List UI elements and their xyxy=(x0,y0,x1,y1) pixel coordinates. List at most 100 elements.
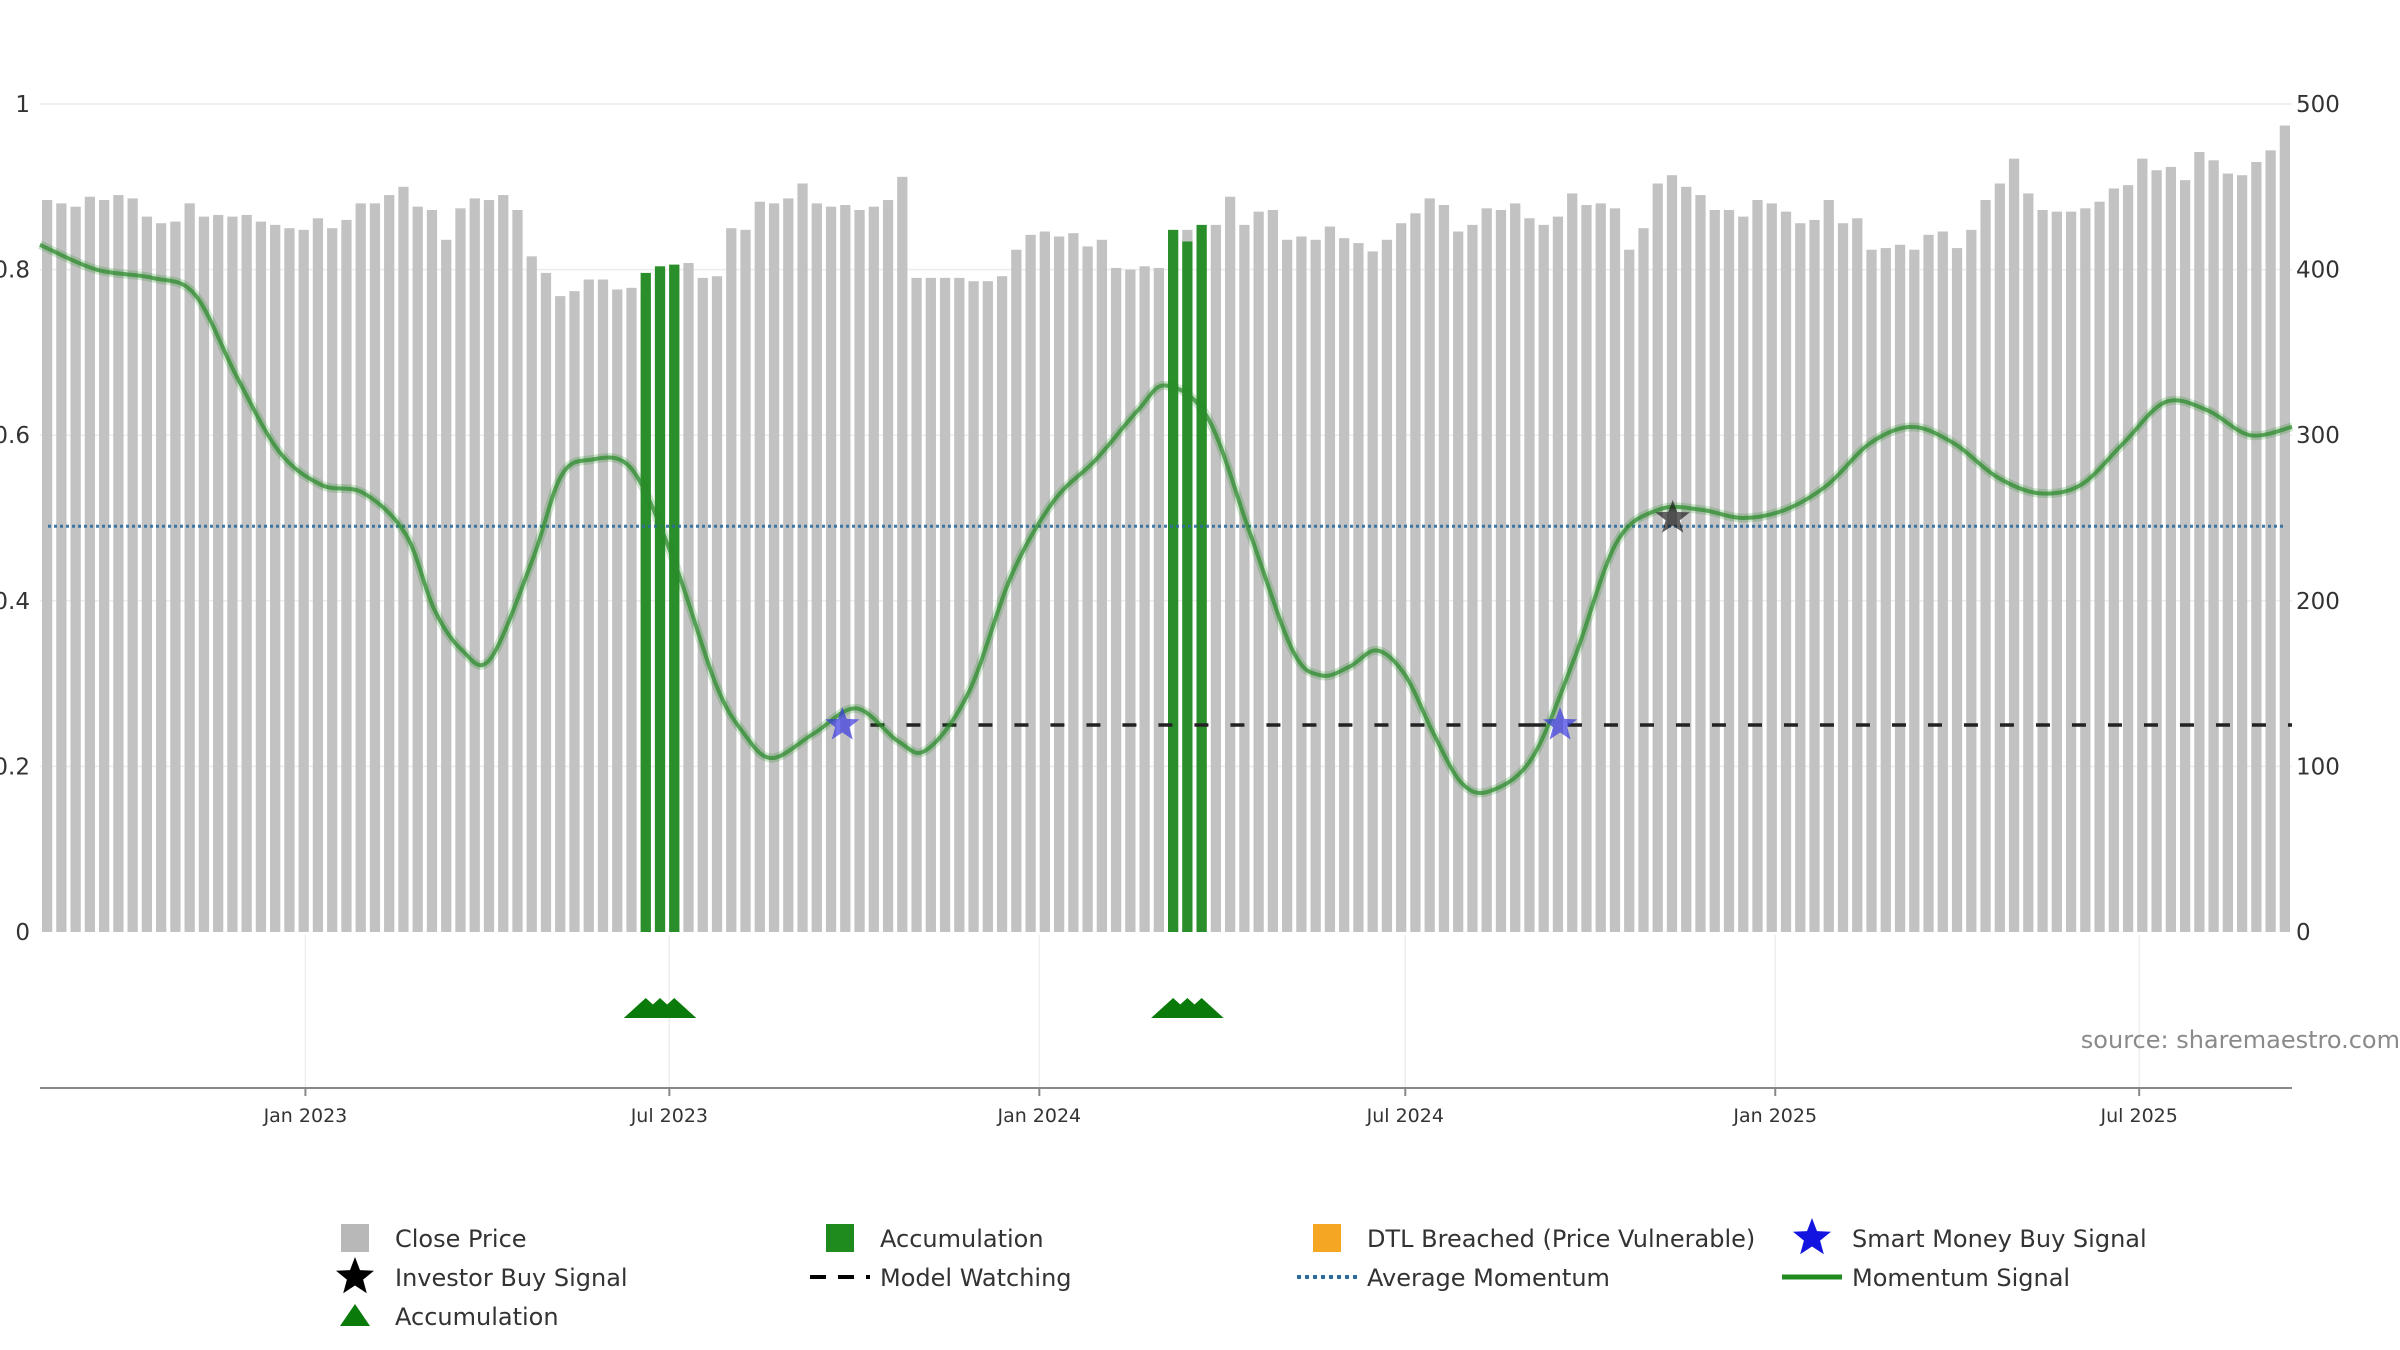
right-tick-label: 300 xyxy=(2296,423,2340,449)
close-price-bar xyxy=(1110,267,1122,933)
accumulation-bars xyxy=(640,224,1207,933)
accumulation-bar xyxy=(1182,241,1193,932)
close-price-bar xyxy=(284,228,295,932)
close-price-bar xyxy=(1210,224,1222,932)
close-price-bar xyxy=(41,200,53,933)
close-price-bar xyxy=(740,229,751,932)
right-tick-label: 200 xyxy=(2296,589,2340,615)
close-price-bar xyxy=(1581,205,1592,933)
close-price-bar xyxy=(868,206,879,932)
close-price-bar xyxy=(2008,158,2020,932)
close-price-bar xyxy=(1225,196,1236,933)
close-price-bar xyxy=(56,203,67,933)
close-price-bar xyxy=(2222,173,2233,932)
close-price-bar xyxy=(99,200,110,933)
close-price-bar xyxy=(1994,183,2005,932)
close-price-bar xyxy=(2279,125,2291,932)
close-price-bar xyxy=(1025,234,1036,933)
close-price-bar xyxy=(925,277,936,932)
investor-buy-signal xyxy=(1655,500,1690,533)
investor-swatch xyxy=(336,1257,374,1294)
close-price-bar xyxy=(170,221,181,933)
close-price-bar xyxy=(384,195,395,932)
close-price-bar xyxy=(298,229,309,932)
close-price-bar xyxy=(1082,246,1093,932)
close-price-bar xyxy=(597,279,609,932)
close-price-bar xyxy=(2094,201,2105,933)
close-price-bar xyxy=(1723,209,1735,932)
close-price-bar xyxy=(1666,175,1678,932)
close-price-bar xyxy=(156,223,167,932)
close-price-bar xyxy=(1453,231,1464,933)
close-price-bar xyxy=(825,206,837,932)
close-price-bar xyxy=(726,228,737,932)
close-price-bar xyxy=(783,198,794,933)
close-price-bar xyxy=(141,216,153,932)
close-price-bar xyxy=(227,216,238,932)
close-price-bar xyxy=(1809,219,1820,933)
reference-lines xyxy=(48,524,2292,727)
legend-item-dtl: DTL Breached (Price Vulnerable) xyxy=(1313,1224,1755,1253)
close-price-bar xyxy=(1510,203,1521,933)
close-price-bar xyxy=(1410,213,1421,932)
right-tick-label: 500 xyxy=(2296,92,2340,118)
legend-label: DTL Breached (Price Vulnerable) xyxy=(1367,1225,1755,1253)
smart_money-swatch xyxy=(1793,1218,1831,1255)
x-tick-label: Jul 2024 xyxy=(1366,1105,1444,1127)
legend-item-close_price: Close Price xyxy=(341,1224,527,1253)
close-price-bar xyxy=(1353,243,1364,932)
dtl-swatch xyxy=(1313,1224,1341,1252)
close-price-bar xyxy=(711,276,723,932)
right-tick-label: 0 xyxy=(2296,920,2311,946)
close-price-bar xyxy=(897,176,908,932)
close-price-bar xyxy=(1951,248,1963,932)
close_price-swatch xyxy=(341,1224,369,1252)
close-price-bar xyxy=(911,277,922,932)
close-price-bar xyxy=(2023,193,2034,932)
close-price-bar xyxy=(1609,208,1621,932)
close-price-bar xyxy=(2165,166,2176,933)
source-text: source: sharemaestro.com xyxy=(2081,1026,2400,1054)
close-price-bar xyxy=(255,221,267,933)
close-price-bar xyxy=(483,200,495,933)
close-price-bar xyxy=(270,224,281,932)
close-price-bar xyxy=(113,195,124,932)
right-tick-label: 400 xyxy=(2296,258,2340,284)
close-price-bar xyxy=(1937,231,1948,933)
close-price-bar xyxy=(2080,208,2091,932)
x-tick-label: Jan 2025 xyxy=(1732,1105,1817,1127)
accum_marker-swatch xyxy=(340,1304,370,1326)
close-price-bar xyxy=(213,214,224,932)
close-price-bar xyxy=(811,203,822,933)
close-price-bar xyxy=(939,277,951,932)
legend-item-investor: Investor Buy Signal xyxy=(336,1257,628,1294)
close-price-bar xyxy=(1125,269,1136,933)
close-price-bar xyxy=(1837,223,1849,932)
close-price-bar xyxy=(768,203,780,933)
right-tick-label: 100 xyxy=(2296,754,2340,780)
close-price-bar xyxy=(1139,266,1150,933)
close-price-bar xyxy=(1652,183,1663,932)
left-tick-label: 1 xyxy=(15,92,30,118)
legend-label: Smart Money Buy Signal xyxy=(1852,1225,2147,1253)
accumulation-bar xyxy=(669,264,680,933)
close-price-bar xyxy=(583,279,594,932)
close-price-bar xyxy=(1068,233,1079,933)
close-price-bar xyxy=(2037,209,2048,932)
close-price-bar xyxy=(1638,228,1649,932)
close-price-bar xyxy=(569,291,580,932)
left-axis: 0 0.2 0.4 0.6 0.8 1 xyxy=(0,92,30,946)
close-price-bar xyxy=(1538,224,1549,932)
legend: Close Price Accumulation DTL Breached (Pri… xyxy=(336,1218,2147,1331)
close-price-bar xyxy=(426,209,438,932)
accumulation-bar xyxy=(1167,229,1179,932)
close-price-bar xyxy=(70,206,81,932)
close-price-bar xyxy=(555,296,566,932)
close-price-bar xyxy=(1339,238,1350,933)
close-price-bar xyxy=(1766,203,1777,933)
legend-label: Accumulation xyxy=(395,1303,559,1331)
x-tick-label: Jan 2024 xyxy=(996,1105,1081,1127)
close-price-bar xyxy=(1567,193,1578,932)
close-price-bar xyxy=(1039,231,1050,933)
